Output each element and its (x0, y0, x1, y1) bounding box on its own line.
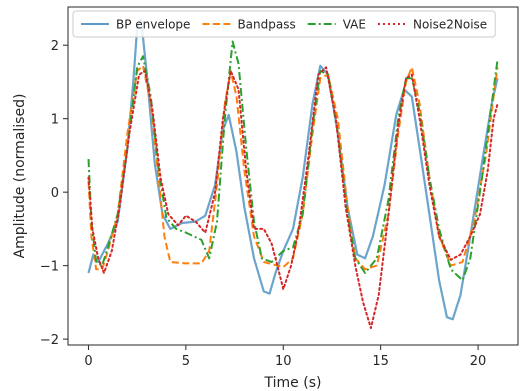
legend-label: VAE (343, 18, 366, 32)
legend: BP envelope Bandpass VAE Noise2Noise (72, 10, 496, 38)
y-axis: −2 −1 0 1 2 (40, 39, 68, 348)
x-axis: 0 5 10 15 20 (84, 345, 486, 369)
plot-frame (67, 6, 519, 346)
y-tick-label: 0 (51, 186, 59, 201)
y-tick-label: 1 (51, 113, 59, 128)
x-tick-label: 10 (275, 354, 292, 369)
y-tick-label: 2 (51, 39, 59, 54)
x-tick-label: 20 (470, 354, 487, 369)
legend-label: Noise2Noise (413, 18, 487, 32)
plot-area (68, 7, 518, 345)
legend-label: BP envelope (116, 18, 190, 32)
y-tick-label: −2 (40, 333, 59, 348)
series-line-vae (87, 40, 499, 282)
x-tick-label: 0 (84, 354, 92, 369)
x-tick-label: 5 (182, 354, 190, 369)
y-tick-label: −1 (40, 260, 59, 275)
x-tick-label: 15 (372, 354, 389, 369)
y-axis-label: Amplitude (normalised) (12, 94, 28, 259)
series-line-noise2noise (87, 66, 499, 330)
x-axis-label: Time (s) (264, 375, 322, 391)
legend-label: Bandpass (237, 18, 295, 32)
legend-box (72, 10, 496, 38)
